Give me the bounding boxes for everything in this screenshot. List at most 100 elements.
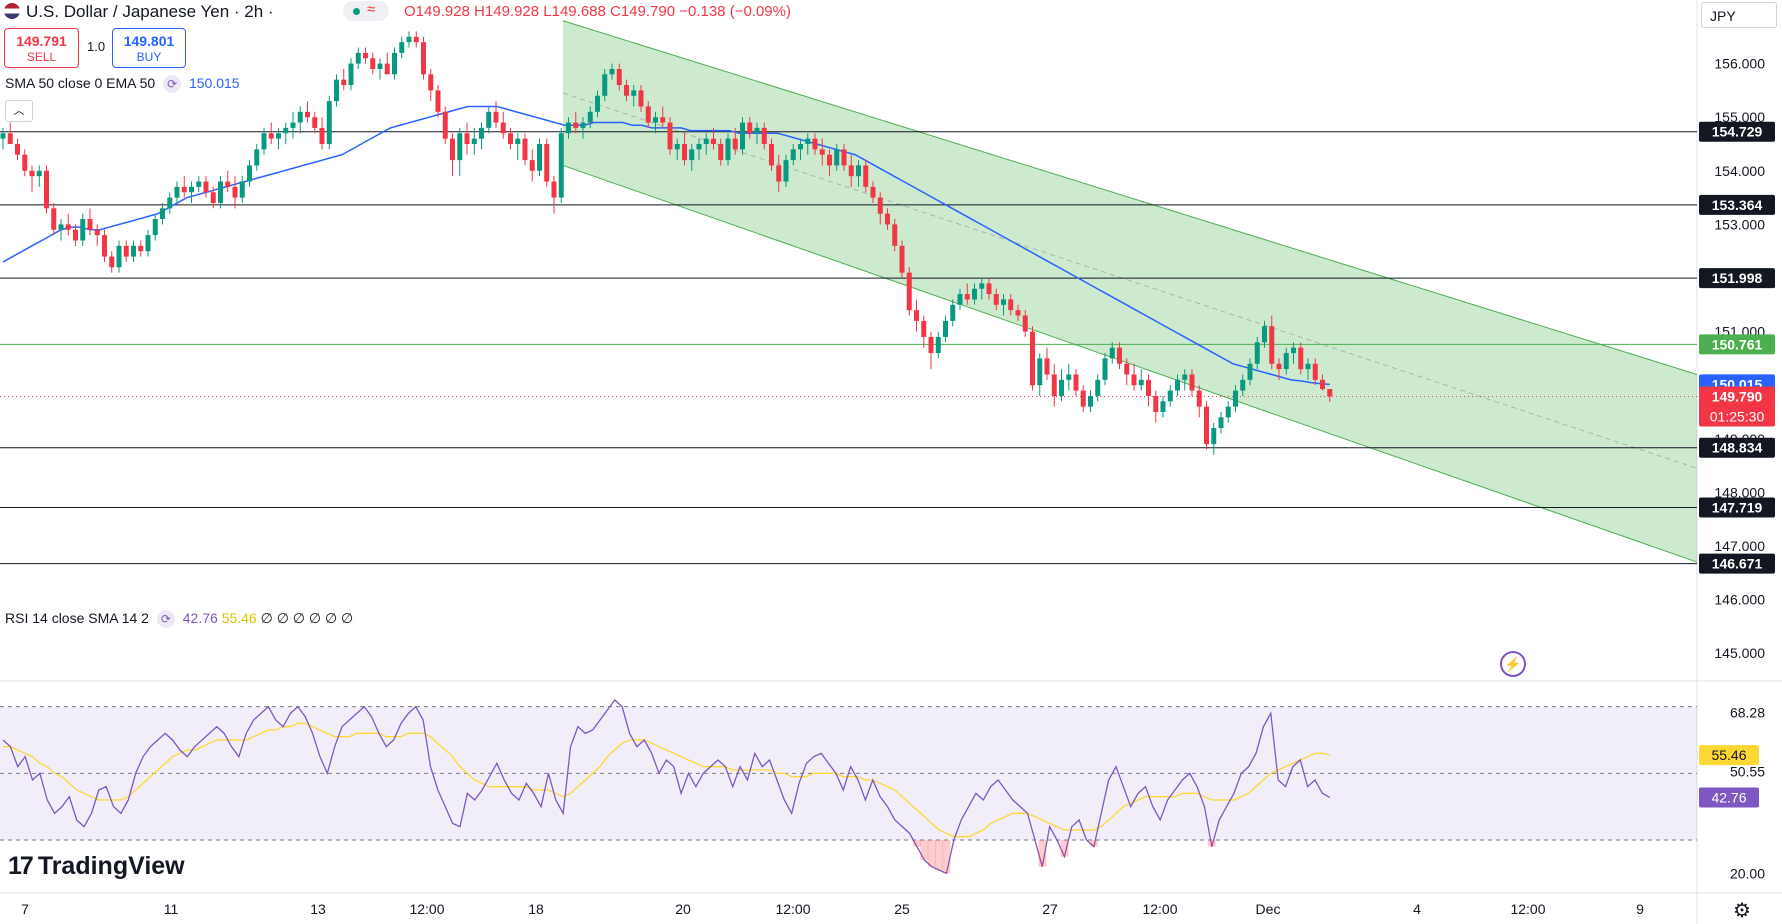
candle[interactable]	[1320, 374, 1325, 391]
candle[interactable]	[442, 106, 448, 144]
candle[interactable]	[1204, 401, 1209, 450]
candle[interactable]	[189, 181, 194, 203]
candle[interactable]	[653, 111, 658, 134]
candle[interactable]	[921, 315, 927, 348]
candle[interactable]	[1189, 369, 1195, 396]
candle[interactable]	[515, 133, 521, 161]
candle[interactable]	[131, 240, 136, 262]
candle[interactable]	[537, 138, 542, 177]
candle[interactable]	[355, 47, 361, 69]
candle[interactable]	[899, 240, 905, 278]
candle[interactable]	[36, 165, 42, 187]
candle[interactable]	[631, 85, 637, 107]
candle[interactable]	[15, 138, 20, 161]
candle[interactable]	[1167, 385, 1173, 407]
candle[interactable]	[428, 68, 434, 102]
candle[interactable]	[914, 299, 919, 332]
candle[interactable]	[856, 160, 861, 187]
candle[interactable]	[123, 240, 129, 262]
candle[interactable]	[1088, 390, 1093, 412]
quantity-value[interactable]: 1.0	[87, 39, 106, 54]
candle[interactable]	[609, 63, 615, 80]
candle[interactable]	[529, 149, 535, 182]
candle[interactable]	[471, 127, 477, 155]
candle[interactable]	[1276, 358, 1282, 380]
candle[interactable]	[421, 36, 426, 80]
candle[interactable]	[167, 192, 173, 214]
candle[interactable]	[58, 219, 64, 241]
sma-line[interactable]	[2, 105, 1330, 386]
candle[interactable]	[334, 74, 339, 107]
candle[interactable]	[479, 122, 484, 150]
candle[interactable]	[1196, 385, 1202, 418]
candle[interactable]	[1247, 358, 1253, 386]
candle[interactable]	[645, 101, 651, 128]
candle[interactable]	[1044, 347, 1050, 380]
candle[interactable]	[602, 68, 608, 102]
candle[interactable]	[660, 106, 666, 128]
candle[interactable]	[1283, 347, 1289, 375]
candle[interactable]	[1022, 310, 1028, 337]
candle[interactable]	[638, 85, 644, 112]
candle[interactable]	[595, 90, 600, 118]
candle[interactable]	[384, 52, 390, 75]
candle[interactable]	[102, 229, 107, 262]
candle[interactable]	[674, 138, 680, 161]
candle[interactable]	[1291, 342, 1296, 364]
candle[interactable]	[22, 149, 28, 177]
candle[interactable]	[769, 138, 774, 171]
candle[interactable]	[1225, 401, 1231, 423]
candle[interactable]	[1015, 304, 1021, 321]
candle[interactable]	[1030, 326, 1035, 391]
candle[interactable]	[1298, 342, 1304, 375]
candle[interactable]	[203, 176, 209, 198]
candle[interactable]	[1138, 369, 1144, 391]
collapse-legend-button[interactable]: ︿	[5, 100, 33, 122]
candle[interactable]	[160, 202, 165, 225]
rsi-sma-line[interactable]	[3, 722, 1330, 838]
candle[interactable]	[399, 36, 405, 59]
settings-gear-icon[interactable]: ⚙	[1733, 900, 1751, 922]
candle[interactable]	[145, 229, 151, 257]
candle[interactable]	[935, 331, 941, 359]
candle[interactable]	[1037, 353, 1043, 396]
candle[interactable]	[1305, 358, 1311, 380]
market-status-pill[interactable]: ≈	[343, 1, 389, 21]
candle[interactable]	[413, 31, 419, 48]
candle[interactable]	[863, 160, 869, 193]
candle[interactable]	[1240, 374, 1246, 396]
candle[interactable]	[776, 154, 782, 193]
candle[interactable]	[747, 117, 753, 139]
candle[interactable]	[950, 299, 956, 327]
candle[interactable]	[1008, 294, 1014, 316]
candle[interactable]	[464, 122, 470, 155]
candle[interactable]	[682, 133, 687, 166]
channel-upper-line[interactable]	[562, 20, 1698, 375]
candle[interactable]	[805, 133, 811, 155]
candle[interactable]	[790, 144, 796, 166]
candle[interactable]	[703, 133, 709, 155]
candle[interactable]	[1109, 342, 1115, 364]
candle[interactable]	[544, 138, 550, 187]
candle[interactable]	[225, 170, 231, 193]
rsi-legend[interactable]: RSI 14 close SMA 14 2 ⟳ 42.76 55.46 ∅ ∅ …	[5, 610, 353, 628]
candle[interactable]	[834, 144, 840, 171]
candle[interactable]	[667, 117, 673, 155]
candle[interactable]	[689, 144, 695, 171]
candle[interactable]	[1327, 389, 1333, 402]
candle[interactable]	[1218, 412, 1224, 434]
candle[interactable]	[210, 186, 216, 209]
candle[interactable]	[1269, 315, 1275, 370]
candle[interactable]	[1124, 358, 1130, 386]
candle[interactable]	[406, 31, 412, 48]
candle[interactable]	[580, 117, 586, 139]
candle[interactable]	[711, 127, 716, 150]
candle[interactable]	[377, 58, 383, 80]
candle[interactable]	[1211, 422, 1217, 455]
candle[interactable]	[972, 283, 977, 305]
candle[interactable]	[1160, 395, 1166, 418]
candle[interactable]	[798, 138, 803, 161]
candle[interactable]	[138, 240, 144, 257]
lightning-alert-icon[interactable]: ⚡	[1500, 651, 1526, 677]
